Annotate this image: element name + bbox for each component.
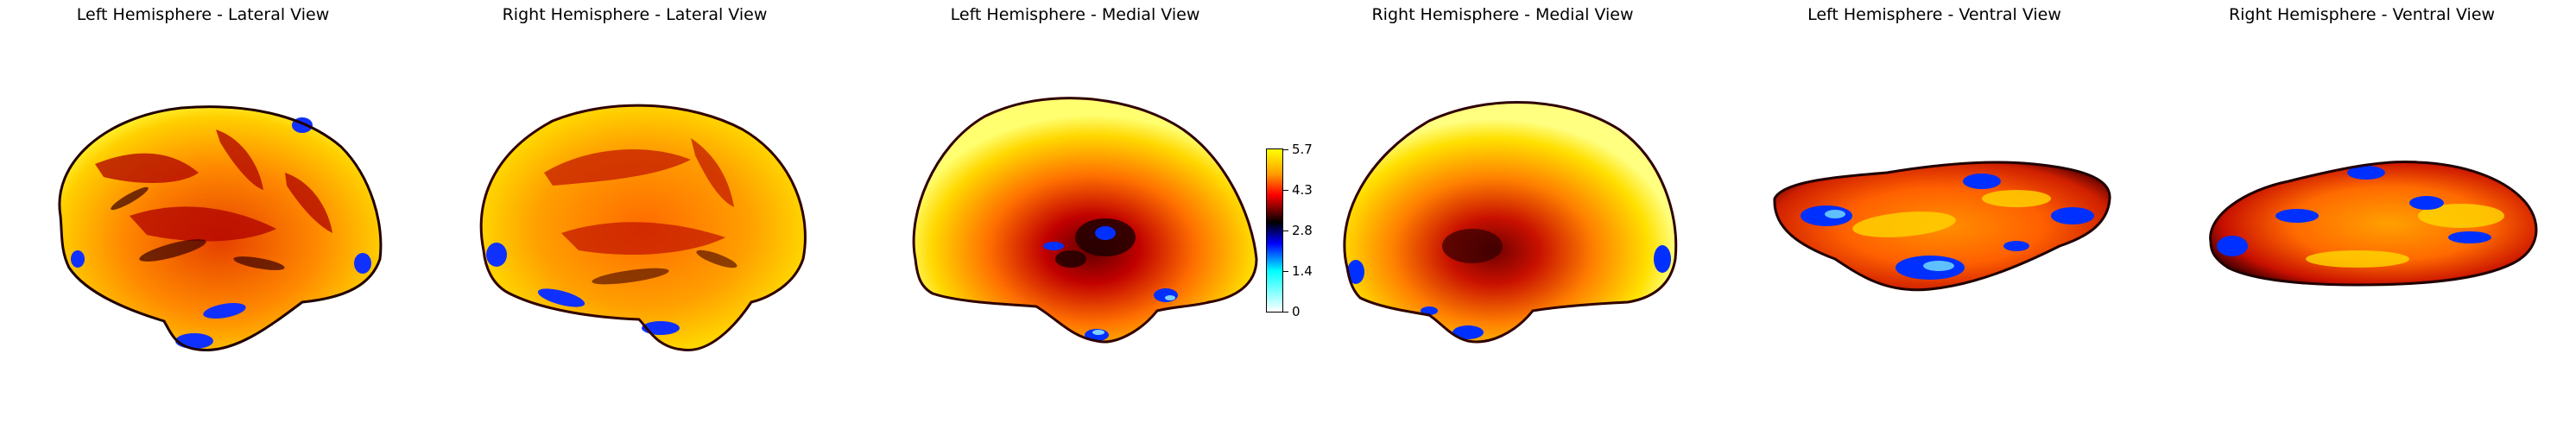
panel-title: Left Hemisphere - Medial View [950, 5, 1200, 24]
colorbar-tick [1283, 312, 1288, 313]
brain-left-ventral [1773, 161, 2111, 292]
colorbar-label: 1.4 [1292, 263, 1313, 279]
colorbar-label: 5.7 [1292, 142, 1313, 157]
panel-title: Right Hemisphere - Medial View [1371, 5, 1634, 24]
colorbar-label: 2.8 [1292, 223, 1313, 238]
colorbar-tick [1283, 149, 1288, 150]
panel-title: Right Hemisphere - Lateral View [502, 5, 768, 24]
panel-title: Left Hemisphere - Lateral View [76, 5, 330, 24]
panel-right-medial: Right Hemisphere - Medial View [1300, 0, 1706, 442]
panel-title: Left Hemisphere - Ventral View [1807, 5, 2061, 24]
panel-right-ventral: Right Hemisphere - Ventral View [2159, 0, 2565, 442]
colorbar-label: 4.3 [1292, 182, 1313, 198]
colorbar-gradient [1266, 148, 1283, 313]
panel-title: Right Hemisphere - Ventral View [2228, 5, 2496, 24]
colorbar-label: 0 [1292, 304, 1301, 319]
brain-right-medial [1343, 101, 1678, 344]
panel-left-medial: Left Hemisphere - Medial View [872, 0, 1278, 442]
colorbar-tick [1283, 271, 1288, 272]
brain-left-medial [912, 97, 1258, 344]
colorbar: 0 1.4 2.8 4.3 5.7 [1266, 143, 1318, 321]
colorbar-tick [1283, 190, 1288, 191]
brain-right-ventral [2209, 161, 2538, 287]
brain-right-lateral [479, 104, 807, 352]
colorbar-tick [1283, 230, 1288, 231]
panel-left-lateral: Left Hemisphere - Lateral View [0, 0, 406, 442]
panel-left-ventral: Left Hemisphere - Ventral View [1731, 0, 2137, 442]
panel-right-lateral: Right Hemisphere - Lateral View [432, 0, 838, 442]
brain-left-lateral [58, 105, 383, 352]
